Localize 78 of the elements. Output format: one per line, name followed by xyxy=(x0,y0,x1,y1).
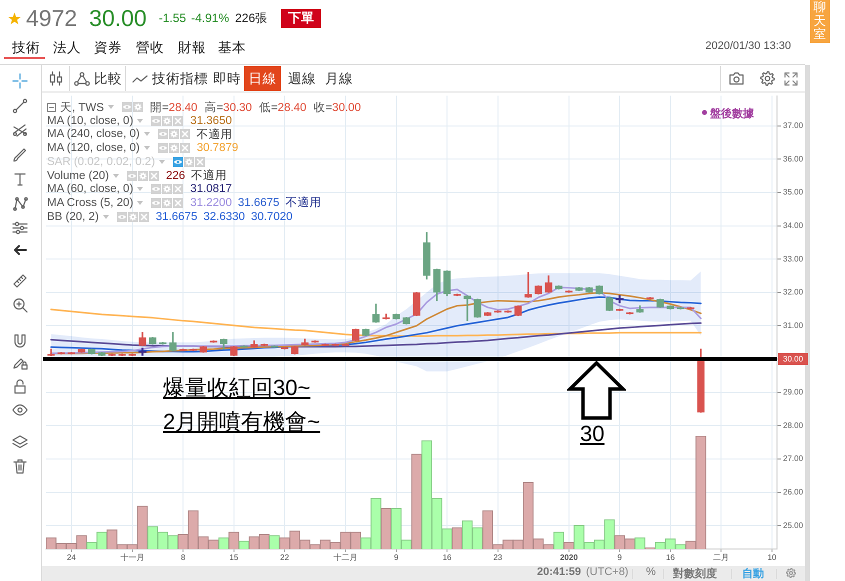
text: 週線 xyxy=(288,70,316,88)
order-button: 下單 xyxy=(281,8,322,28)
annotation: 31.6675 xyxy=(156,210,198,223)
text: 30.00 xyxy=(89,4,147,30)
annotation: MA (60, close, 0) xyxy=(47,183,134,196)
text: 自動 xyxy=(742,566,764,581)
text: 開=28.40 高=30.30 低=28.40 收= xyxy=(150,102,332,114)
annotation: MA (240, close, 0) xyxy=(47,128,140,140)
x-tick-label: 22 xyxy=(280,553,290,562)
annotation: 226 xyxy=(166,170,186,182)
annotation: MA (120, close, 0) xyxy=(47,142,140,154)
annotation: MA (10, close, 0) xyxy=(47,114,134,127)
annotation: MA Cross (5, 20) xyxy=(47,196,134,209)
y-tick-label: 36.00 xyxy=(783,154,804,164)
annotation: 30 xyxy=(580,421,604,446)
x-tick-label: 23 xyxy=(493,553,503,562)
text: % xyxy=(646,566,656,578)
text: 226張 xyxy=(235,10,268,26)
x-tick-label: 二月 xyxy=(713,553,730,562)
text: 2020/01/30 13:30 xyxy=(705,40,791,52)
text: 法人 xyxy=(53,39,81,57)
annotation: 32.6330 xyxy=(203,210,245,223)
annotation: 31.3650 xyxy=(190,114,232,127)
text: -1.55 xyxy=(158,11,186,25)
y-tick-label: 26.00 xyxy=(783,488,804,497)
y-tick-label: 25.00 xyxy=(783,520,804,530)
x-tick-label: 十二月 xyxy=(334,553,358,562)
text: 營收 xyxy=(136,39,164,57)
y-tick-label: 31.00 xyxy=(783,320,804,330)
text: 20:41:59 xyxy=(537,566,582,578)
annotation: 不適用 xyxy=(196,127,233,142)
x-tick-label: 10 xyxy=(767,553,777,562)
annotation: 31.0817 xyxy=(190,183,232,196)
text: (UTC+8) xyxy=(586,566,628,578)
y-tick-label: 33.00 xyxy=(783,254,804,264)
annotation: 31.6675 xyxy=(238,196,280,209)
text: 基本 xyxy=(218,39,246,57)
x-tick-label: 2020 xyxy=(560,553,578,562)
x-tick-label: 24 xyxy=(66,553,76,562)
text: 月線 xyxy=(325,70,353,88)
text: -4.91% xyxy=(191,11,230,25)
text: 4972 xyxy=(26,4,78,32)
chat-tab: 聊天室 xyxy=(810,0,830,43)
x-tick-label: 15 xyxy=(229,553,239,562)
x-tick-label: 9 xyxy=(394,553,400,562)
annotation: Volume (20) xyxy=(47,170,110,182)
y-tick-label: 32.00 xyxy=(783,288,804,297)
y-tick-label: 28.00 xyxy=(783,420,804,430)
annotation: 不適用 xyxy=(285,195,322,210)
text: 比較 xyxy=(94,70,122,88)
annotation: 2月開噴有機會~ xyxy=(163,409,320,434)
annotation: 盤後數據 xyxy=(710,106,754,121)
y-tick-label: 34.00 xyxy=(783,220,804,230)
selected-tab: 日線 xyxy=(244,66,281,91)
annotation: 30.00 xyxy=(332,102,361,114)
y-tick-label: 30.00 xyxy=(783,354,804,364)
y-tick-label: 37.00 xyxy=(783,120,804,130)
text: 財報 xyxy=(178,39,206,57)
y-tick-label: 29.00 xyxy=(783,388,804,397)
x-tick-label: 8 xyxy=(180,553,186,562)
text: 即時 xyxy=(213,70,241,88)
y-tick-label: 35.00 xyxy=(783,188,804,197)
annotation: BB (20, 2) xyxy=(47,210,99,223)
text: 技術 xyxy=(12,39,40,57)
y-tick-label: 27.00 xyxy=(783,454,804,464)
annotation: 31.2200 xyxy=(190,196,232,209)
x-tick-label: 9 xyxy=(617,553,622,562)
x-tick-label: 16 xyxy=(666,553,676,562)
text: 對數刻度 xyxy=(673,566,717,581)
annotation: 30.7879 xyxy=(196,142,238,154)
x-tick-label: 十一月 xyxy=(120,553,144,562)
annotation: 不適用 xyxy=(191,168,228,183)
text: 技術指標 xyxy=(152,70,208,88)
annotation: 天, TWS xyxy=(60,100,104,114)
text: 資券 xyxy=(94,39,122,57)
annotation: 爆量收紅回30~ xyxy=(163,375,310,400)
annotation: 30.7020 xyxy=(250,210,293,223)
x-tick-label: 16 xyxy=(442,553,452,562)
